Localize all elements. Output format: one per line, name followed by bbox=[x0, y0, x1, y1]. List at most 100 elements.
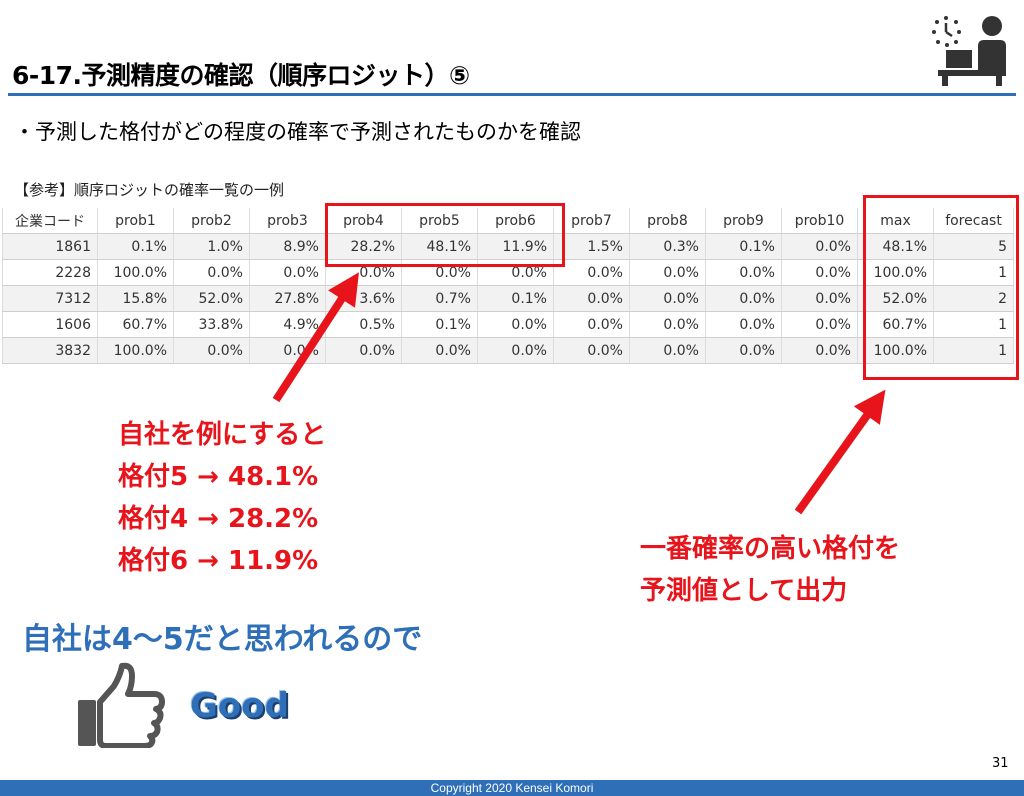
table-row: 7312 15.8% 52.0% 27.8% 3.6% 0.7% 0.1% 0.0% 0.0% 0… bbox=[2, 285, 1014, 312]
table-cell: 0.0% bbox=[781, 337, 858, 364]
table-cell: 0.7% bbox=[401, 285, 478, 312]
table-cell: 0.0% bbox=[705, 285, 782, 312]
table-cell: 0.0% bbox=[249, 259, 326, 286]
table-cell: 0.0% bbox=[477, 337, 554, 364]
company-code-cell: 1606 bbox=[2, 311, 98, 338]
table-cell: 0.1% bbox=[477, 285, 554, 312]
table-cell: 1.5% bbox=[553, 233, 630, 260]
table-cell: 28.2% bbox=[325, 233, 402, 260]
column-header: prob1 bbox=[97, 208, 174, 234]
company-code-cell: 7312 bbox=[2, 285, 98, 312]
table-cell: 0.1% bbox=[705, 233, 782, 260]
table-cell: 0.5% bbox=[325, 311, 402, 338]
table-cell: 0.0% bbox=[553, 259, 630, 286]
table-cell: 48.1% bbox=[857, 233, 934, 260]
table-cell: 0.0% bbox=[705, 337, 782, 364]
table-cell: 0.0% bbox=[173, 337, 250, 364]
table-cell: 8.9% bbox=[249, 233, 326, 260]
callout-left-line-2: 格付5 → 48.1% bbox=[118, 462, 319, 492]
callout-left-line-1: 自社を例にすると bbox=[118, 420, 327, 450]
table-cell: 0.3% bbox=[629, 233, 706, 260]
copyright-text: Copyright 2020 Kensei Komori bbox=[430, 781, 594, 795]
column-header: prob8 bbox=[629, 208, 706, 234]
reference-label: 【参考】順序ロジットの確率一覧の一例 bbox=[14, 181, 285, 199]
table-cell: 0.0% bbox=[705, 311, 782, 338]
table-cell: 0.0% bbox=[249, 337, 326, 364]
table-cell: 0.0% bbox=[477, 311, 554, 338]
table-cell: 0.1% bbox=[401, 311, 478, 338]
table-cell: 0.0% bbox=[553, 337, 630, 364]
page-number: 31 bbox=[992, 756, 1009, 771]
table-cell: 4.9% bbox=[249, 311, 326, 338]
column-header: prob10 bbox=[781, 208, 858, 234]
prob4-6-highlight-box bbox=[325, 203, 565, 267]
table-cell: 11.9% bbox=[477, 233, 554, 260]
table-cell: 60.7% bbox=[857, 311, 934, 338]
table-cell: 2 bbox=[933, 285, 1014, 312]
table-cell: 0.0% bbox=[173, 259, 250, 286]
column-header: max bbox=[857, 208, 934, 234]
table-cell: 100.0% bbox=[857, 337, 934, 364]
conclusion-text: 自社は4～5だと思われるので bbox=[22, 622, 423, 657]
table-cell: 0.0% bbox=[781, 311, 858, 338]
table-row: 3832 100.0% 0.0% 0.0% 0.0% 0.0% 0.0% 0.0% 0.0% 0.… bbox=[2, 337, 1014, 364]
callout-left-line-4: 格付6 → 11.9% bbox=[118, 546, 319, 576]
table-cell: 60.7% bbox=[97, 311, 174, 338]
table-cell: 0.0% bbox=[629, 259, 706, 286]
table-cell: 0.0% bbox=[629, 311, 706, 338]
column-header: prob2 bbox=[173, 208, 250, 234]
table-cell: 0.0% bbox=[401, 337, 478, 364]
table-cell: 0.0% bbox=[477, 259, 554, 286]
table-cell: 1 bbox=[933, 337, 1014, 364]
table-cell: 0.0% bbox=[553, 311, 630, 338]
table-cell: 0.0% bbox=[781, 233, 858, 260]
good-label: Good bbox=[190, 686, 289, 726]
table-cell: 0.0% bbox=[629, 285, 706, 312]
table-row: 1606 60.7% 33.8% 4.9% 0.5% 0.1% 0.0% 0.0% 0.0% 0.… bbox=[2, 311, 1014, 338]
column-header: prob7 bbox=[553, 208, 630, 234]
probability-table: 企業コード prob1 prob2 prob3 prob4 prob5 prob… bbox=[2, 208, 1014, 364]
column-header: prob6 bbox=[477, 208, 554, 234]
company-code-cell: 2228 bbox=[2, 259, 98, 286]
table-cell: 1 bbox=[933, 311, 1014, 338]
column-header: prob9 bbox=[705, 208, 782, 234]
table-cell: 0.0% bbox=[705, 259, 782, 286]
table-cell: 52.0% bbox=[173, 285, 250, 312]
title-underline bbox=[8, 93, 1016, 96]
company-code-cell: 3832 bbox=[2, 337, 98, 364]
table-cell: 0.1% bbox=[97, 233, 174, 260]
table-cell: 1.0% bbox=[173, 233, 250, 260]
table-cell: 0.0% bbox=[781, 259, 858, 286]
table-cell: 52.0% bbox=[857, 285, 934, 312]
table-header-row: 企業コード prob1 prob2 prob3 prob4 prob5 prob… bbox=[2, 208, 1014, 234]
table-cell: 100.0% bbox=[857, 259, 934, 286]
table-cell: 100.0% bbox=[97, 259, 174, 286]
callout-left-line-3: 格付4 → 28.2% bbox=[118, 504, 319, 534]
table-cell: 1 bbox=[933, 259, 1014, 286]
table-cell: 0.0% bbox=[553, 285, 630, 312]
table-cell: 27.8% bbox=[249, 285, 326, 312]
table-cell: 48.1% bbox=[401, 233, 478, 260]
table-cell: 0.0% bbox=[629, 337, 706, 364]
company-code-cell: 1861 bbox=[2, 233, 98, 260]
table-cell: 0.0% bbox=[401, 259, 478, 286]
max-forecast-highlight-box bbox=[863, 195, 1019, 380]
column-header: prob5 bbox=[401, 208, 478, 234]
table-cell: 15.8% bbox=[97, 285, 174, 312]
table-cell: 0.0% bbox=[781, 285, 858, 312]
column-header: forecast bbox=[933, 208, 1014, 234]
callout-right-line-1: 一番確率の高い格付を bbox=[640, 534, 901, 564]
table-row: 1861 0.1% 1.0% 8.9% 28.2% 48.1% 11.9% 1.5% 0.3% 0… bbox=[2, 233, 1014, 260]
table-cell: 5 bbox=[933, 233, 1014, 260]
table-cell: 3.6% bbox=[325, 285, 402, 312]
thumbs-up-icon bbox=[78, 662, 165, 748]
callout-right-line-2: 予測値として出力 bbox=[640, 576, 848, 606]
table-cell: 33.8% bbox=[173, 311, 250, 338]
table-cell: 100.0% bbox=[97, 337, 174, 364]
person-at-desk-clock-icon bbox=[932, 16, 1006, 86]
right-arrow bbox=[794, 389, 886, 515]
slide-title: 6-17.予測精度の確認（順序ロジット）⑤ bbox=[12, 61, 470, 90]
table-cell: 0.0% bbox=[325, 337, 402, 364]
footer-bar bbox=[0, 780, 1024, 796]
column-header: prob3 bbox=[249, 208, 326, 234]
